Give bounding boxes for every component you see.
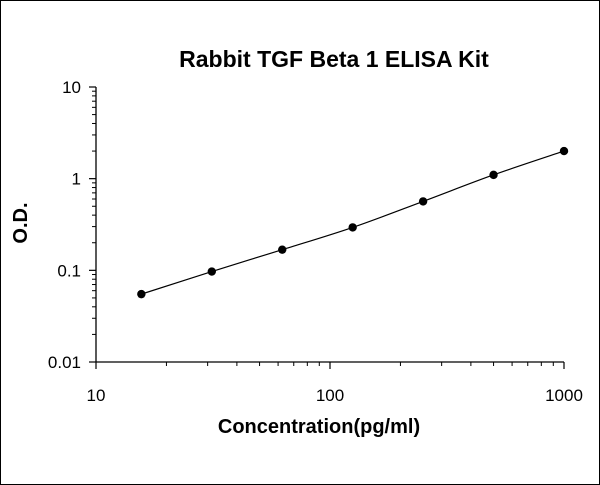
y-axis-label: O.D. bbox=[10, 202, 32, 243]
data-point bbox=[559, 146, 569, 156]
y-tick-label: 0.1 bbox=[57, 261, 81, 280]
data-point bbox=[207, 267, 216, 276]
y-tick-label: 1 bbox=[72, 170, 81, 189]
y-tick-label: 10 bbox=[62, 78, 81, 97]
x-tick-label: 1000 bbox=[545, 386, 583, 405]
data-point bbox=[278, 245, 287, 254]
x-tick-label: 10 bbox=[87, 386, 106, 405]
x-tick-label: 100 bbox=[316, 386, 344, 405]
standard-curve-line bbox=[141, 150, 565, 295]
y-tick-label: 0.01 bbox=[48, 353, 81, 372]
data-point bbox=[418, 197, 428, 206]
x-axis-label: Concentration(pg/ml) bbox=[218, 416, 420, 438]
chart-title: Rabbit TGF Beta 1 ELISA Kit bbox=[179, 46, 489, 72]
data-point bbox=[489, 170, 498, 180]
data-point bbox=[137, 289, 146, 299]
data-point bbox=[348, 223, 357, 232]
plot-area: 0.01 0.1 1 10 10 100 1000 bbox=[48, 78, 583, 405]
